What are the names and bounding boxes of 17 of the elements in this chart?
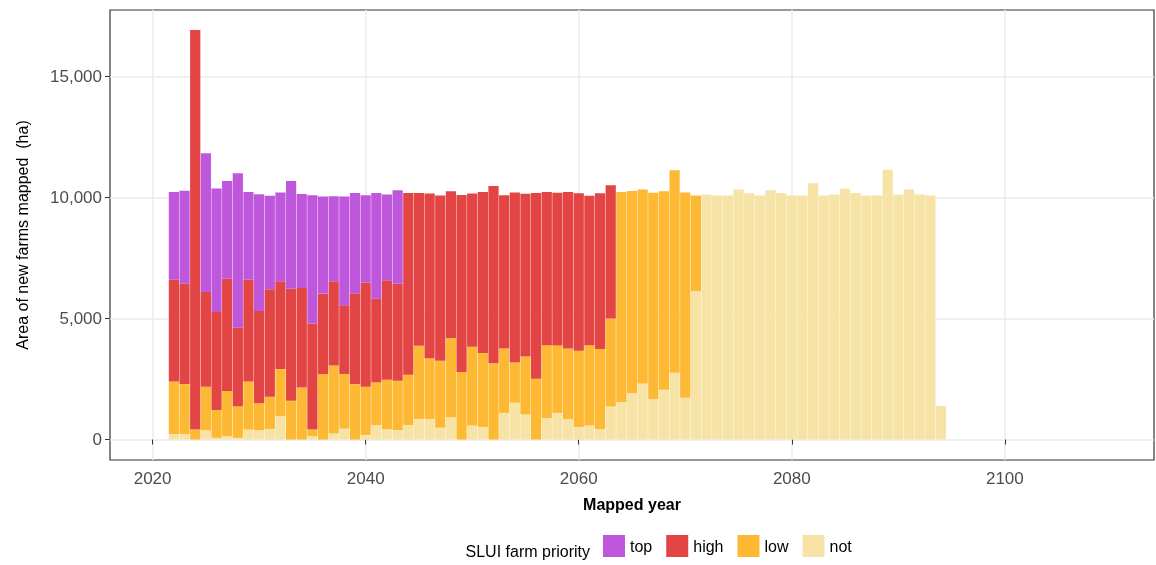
x-tick-label: 2020 xyxy=(133,469,172,488)
x-axis-title: Mapped year xyxy=(583,495,681,513)
y-tick-label: 5,000 xyxy=(59,309,102,329)
legend-title: SLUI farm priority xyxy=(465,542,590,560)
legend-label: high xyxy=(693,537,724,555)
bar xyxy=(307,436,318,440)
legend-label: low xyxy=(764,537,789,555)
x-tick-label: 2040 xyxy=(346,469,385,488)
y-axis-title: Area of new farms mapped (ha) xyxy=(13,120,31,350)
x-tick-label: 2060 xyxy=(559,469,598,488)
y-tick-label: 15,000 xyxy=(50,66,102,86)
legend-label: top xyxy=(630,537,653,555)
y-tick-label: 10,000 xyxy=(50,187,102,207)
y-tick-label: 0 xyxy=(92,430,102,450)
x-tick-label: 2100 xyxy=(985,469,1024,488)
x-tick-label: 2080 xyxy=(772,469,811,488)
legend-label: not xyxy=(829,537,853,555)
